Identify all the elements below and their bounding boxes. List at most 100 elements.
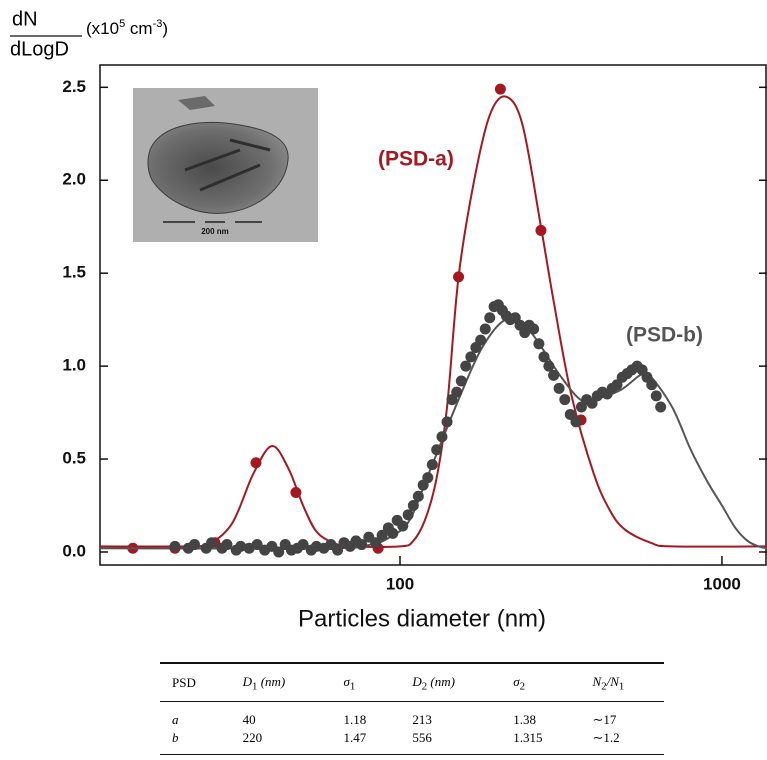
table-cell: ∼17: [592, 711, 617, 727]
data-point: [397, 520, 409, 532]
y-axis-label: dN dLogD (x105 cm-3): [10, 8, 168, 60]
data-point: [407, 500, 419, 512]
header-part: 2: [519, 680, 526, 693]
table-cell: 1.47: [343, 729, 367, 745]
header-part: /N: [606, 674, 619, 689]
data-point: [402, 509, 414, 521]
data-point: [426, 459, 438, 471]
header-part: 2: [601, 680, 607, 693]
x-tick-label: 100: [386, 574, 414, 593]
header-part: (nm): [257, 674, 286, 689]
table-row: b 220 1.47 556 1.315 ∼1.2: [160, 729, 664, 755]
data-point: [655, 401, 667, 413]
data-point: [559, 394, 571, 406]
header-part: 1: [618, 680, 625, 693]
data-point: [650, 390, 662, 402]
data-point: [297, 539, 309, 551]
data-point: [494, 83, 506, 95]
unit-part: (x10: [86, 19, 119, 38]
data-point: [290, 487, 302, 499]
data-point: [387, 527, 399, 539]
data-point: [553, 382, 565, 394]
data-point: [533, 338, 545, 350]
header-part: N: [592, 674, 602, 689]
data-point: [543, 360, 555, 372]
data-point: [475, 334, 487, 346]
x-axis-label: Particles diameter (nm): [298, 605, 546, 632]
header-part: PSD: [172, 675, 196, 691]
y-label-unit: (x105 cm-3): [86, 18, 168, 39]
y-label-numerator: dN: [12, 8, 38, 30]
data-point: [535, 224, 547, 236]
header-part: D: [412, 674, 422, 689]
plot-frame: [99, 64, 767, 566]
plot-area: [100, 83, 767, 558]
header-cell: PSD: [160, 663, 231, 702]
data-point: [455, 375, 467, 387]
data-point: [250, 457, 262, 469]
y-label-denominator: dLogD: [10, 38, 69, 60]
data-point: [528, 323, 540, 335]
chart: 200 nm dN dLogD (x105 cm-3) Particles di…: [10, 8, 767, 632]
header-cell: σ1: [331, 663, 401, 702]
header-part: D: [242, 674, 253, 689]
inset-label: 200 nm: [201, 227, 229, 236]
y-tick-label: 1.5: [62, 263, 86, 282]
unit-part: ): [162, 19, 168, 38]
header-part: 1: [349, 680, 356, 693]
table-cell: 213: [412, 711, 432, 727]
data-point: [484, 312, 496, 324]
table-cell: 1.18: [343, 711, 367, 727]
data-point: [370, 537, 382, 549]
x-tick-label: 1000: [703, 574, 741, 593]
parameter-table: PSD D1 (nm) σ1 D2 (nm) σ2 N2/N1 a 40 1.18 213 1.38…: [160, 662, 664, 755]
table-cell: 220: [242, 729, 263, 745]
unit-part: cm: [125, 19, 152, 38]
data-point: [460, 360, 472, 372]
unit-part: 5: [119, 18, 125, 30]
table-row: a 40 1.18 213 1.38 ∼17: [160, 701, 664, 729]
data-point: [479, 323, 491, 335]
data-point: [451, 386, 463, 398]
inset-image: 200 nm: [133, 88, 318, 242]
y-tick-label: 2.5: [62, 77, 86, 96]
y-tick-label: 0.0: [62, 541, 86, 560]
data-point: [436, 431, 448, 443]
data-point: [646, 379, 658, 391]
data-point: [538, 351, 550, 363]
table-cell: ∼1.2: [592, 729, 620, 745]
data-point: [548, 369, 560, 381]
table-cell: b: [172, 729, 179, 745]
table-cell: 40: [242, 711, 256, 727]
data-point: [206, 537, 218, 549]
table-cell: 1.38: [513, 711, 536, 727]
data-point: [332, 544, 344, 556]
header-cell: D1 (nm): [230, 663, 332, 702]
data-point: [441, 416, 453, 428]
data-point: [221, 539, 233, 551]
data-point: [422, 472, 434, 484]
header-part: 1: [252, 680, 258, 693]
header-cell: D2 (nm): [400, 663, 502, 702]
data-point: [453, 271, 465, 283]
header-part: σ: [513, 674, 520, 689]
header-cell: σ2: [501, 663, 581, 702]
table-cell: 556: [412, 729, 432, 745]
annotation: (PSD-b): [626, 324, 703, 347]
table-cell: a: [172, 711, 179, 727]
header-part: (nm): [427, 674, 455, 689]
data-point: [189, 539, 201, 551]
data-point: [431, 444, 443, 456]
y-tick-label: 0.5: [62, 449, 86, 468]
data-point: [273, 546, 285, 558]
data-point: [251, 539, 263, 551]
unit-part: -3: [153, 18, 163, 30]
fit-curve: [100, 317, 767, 550]
y-tick-label: 1.0: [62, 356, 86, 375]
y-tick-label: 2.0: [62, 170, 86, 189]
data-point: [412, 490, 424, 502]
data-point: [465, 351, 477, 363]
header-cell: N2/N1: [580, 663, 664, 702]
data-point: [356, 539, 368, 551]
